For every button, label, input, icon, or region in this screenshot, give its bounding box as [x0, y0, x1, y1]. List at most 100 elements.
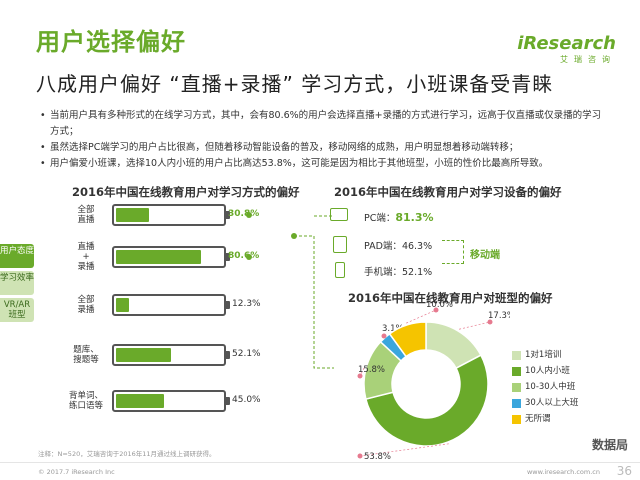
phone-icon	[335, 262, 345, 278]
class-type-title: 2016年中国在线教育用户对班型的偏好	[348, 291, 553, 305]
bar-row: 直播 + 录播 80.6%	[66, 242, 336, 276]
bar-category-label: 全部 直播	[66, 205, 106, 225]
legend-swatch	[512, 415, 521, 424]
class-type-donut-chart: 17.3% 53.8% 15.8% 3.1% 10.0%	[357, 300, 510, 460]
bar-category-label-line: 录播	[77, 305, 95, 315]
class-type-legend: 1对1培训 10人内小班 10-30人中班 30人以上大班无所谓	[512, 350, 578, 430]
bullet-list: 当前用户具有多种形式的在线学习方式，其中，会有80.6%的用户会选择直播+录播的…	[38, 108, 608, 172]
page-number: 36	[616, 464, 632, 478]
legend-swatch	[512, 399, 521, 408]
legend-item: 无所谓	[512, 414, 578, 430]
donut-value-label: 10.0%	[426, 300, 453, 310]
legend-item: 30人以上大班	[512, 398, 578, 414]
watermark: 数据局	[591, 438, 628, 452]
pc-icon	[330, 208, 348, 221]
device-value: 52.1%	[402, 267, 433, 278]
donut-value-label: 3.1%	[382, 324, 404, 334]
bar-row: 题库、 搜题等 52.1%	[66, 344, 336, 374]
side-tab-vrar[interactable]: VR/AR班型	[0, 298, 34, 322]
legend-item: 10-30人中班	[512, 382, 578, 398]
device-value: 46.3%	[401, 241, 433, 252]
logo-sub: 艾瑞咨询	[560, 55, 616, 64]
bar-track	[112, 246, 230, 268]
device-item: PC端：81.3%	[364, 210, 434, 224]
donut-leader-line	[359, 443, 449, 457]
bar-leader-dot	[246, 212, 252, 218]
bar-category-label-line: 题库、	[73, 345, 99, 355]
footer: © 2017.7 iResearch Inc www.iresearch.com…	[0, 462, 640, 480]
legend-swatch	[512, 351, 521, 360]
bar-row: 背单词、 练口语等 45.0%	[66, 390, 336, 420]
bullet-item: 当前用户具有多种形式的在线学习方式，其中，会有80.6%的用户会选择直播+录播的…	[38, 108, 608, 140]
donut-leader-dot	[381, 333, 387, 339]
side-tabs: 用户态度 学习效率 VR/AR班型	[0, 244, 34, 325]
bar-category-label: 全部 录播	[66, 295, 106, 315]
donut-leader-line	[359, 367, 365, 377]
bar-fill	[116, 208, 149, 222]
donut-slice	[364, 354, 489, 447]
donut-leader-line	[459, 321, 491, 330]
side-tab-efficiency[interactable]: 学习效率	[0, 271, 34, 295]
legend-swatch	[512, 383, 521, 392]
bar-category-label: 背单词、 练口语等	[66, 391, 106, 411]
bar-fill	[116, 394, 164, 408]
bullet-item: 用户偏爱小班课，选择10人内小班的用户占比高达53.8%，这可能是因为相比于其他…	[38, 156, 608, 172]
bullet-item: 虽然选择PC端学习的用户占比很高，但随着移动智能设备的普及，移动网络的成熟，用户…	[38, 140, 608, 156]
legend-label: 1对1培训	[525, 350, 562, 360]
device-name: PC端：	[364, 213, 396, 224]
device-item: 手机端：52.1%	[364, 264, 432, 278]
bar-value-label: 80.6%	[228, 251, 260, 261]
bar-category-label: 直播 + 录播	[66, 242, 106, 272]
bar-row: 全部 录播 12.3%	[66, 294, 336, 324]
bar-track	[112, 390, 230, 412]
bar-fill	[116, 348, 172, 362]
bar-category-label-line: 全部	[77, 205, 95, 215]
device-name: 手机端：	[364, 267, 403, 278]
bar-category-label-line: +	[82, 252, 90, 262]
donut-leader-dot	[357, 373, 363, 379]
page-title: 用户选择偏好	[36, 28, 186, 56]
legend-item: 1对1培训	[512, 350, 578, 366]
legend-label: 30人以上大班	[525, 398, 579, 408]
donut-value-label: 15.8%	[358, 365, 385, 375]
device-title: 2016年中国在线教育用户对学习设备的偏好	[334, 185, 562, 199]
bar-value-label: 12.3%	[232, 299, 261, 309]
footnote: 注释：N=520，艾瑞咨询于2016年11月通过线上调研获得。	[38, 450, 216, 458]
bar-category-label-line: 搜题等	[73, 355, 99, 365]
bar-category-label: 题库、 搜题等	[66, 345, 106, 365]
bar-category-label-line: 全部	[77, 295, 95, 305]
bar-fill	[116, 298, 130, 312]
donut-value-label: 53.8%	[364, 452, 391, 460]
bar-track	[112, 294, 230, 316]
legend-item: 10人内小班	[512, 366, 578, 382]
connector-lines	[291, 215, 334, 369]
bar-category-label-line: 直播	[77, 242, 95, 252]
iresearch-logo: iResearch 艾瑞咨询	[517, 33, 616, 65]
donut-leader-line	[406, 309, 437, 324]
device-name: PAD端：	[364, 241, 402, 252]
legend-label: 10-30人中班	[525, 382, 576, 392]
legend-label: 10人内小班	[525, 366, 570, 376]
donut-slice	[388, 321, 427, 358]
learning-mode-title: 2016年中国在线教育用户对学习方式的偏好	[72, 185, 300, 199]
mobile-bracket	[442, 240, 464, 264]
bar-row: 全部 直播 30.8%	[66, 204, 336, 234]
bar-category-label-line: 背单词、	[68, 391, 103, 401]
mobile-label: 移动端	[470, 250, 500, 261]
device-value: 81.3%	[395, 211, 434, 224]
bar-track	[112, 204, 230, 226]
bar-fill	[116, 250, 202, 264]
bar-value-label: 45.0%	[232, 395, 261, 405]
device-item: PAD端：46.3%	[364, 238, 432, 252]
bar-leader-dot	[246, 254, 252, 260]
side-tab-attitude[interactable]: 用户态度	[0, 244, 34, 268]
donut-leader-dot	[433, 307, 439, 313]
logo-brand: iResearch	[517, 33, 616, 54]
bar-value-label: 52.1%	[232, 349, 261, 359]
donut-value-label: 17.3%	[488, 311, 510, 321]
tablet-icon	[333, 236, 347, 253]
bar-category-label-line: 直播	[77, 215, 95, 225]
legend-swatch	[512, 367, 521, 376]
bar-value-label: 30.8%	[228, 209, 260, 219]
bar-category-label-line: 录播	[77, 262, 95, 272]
